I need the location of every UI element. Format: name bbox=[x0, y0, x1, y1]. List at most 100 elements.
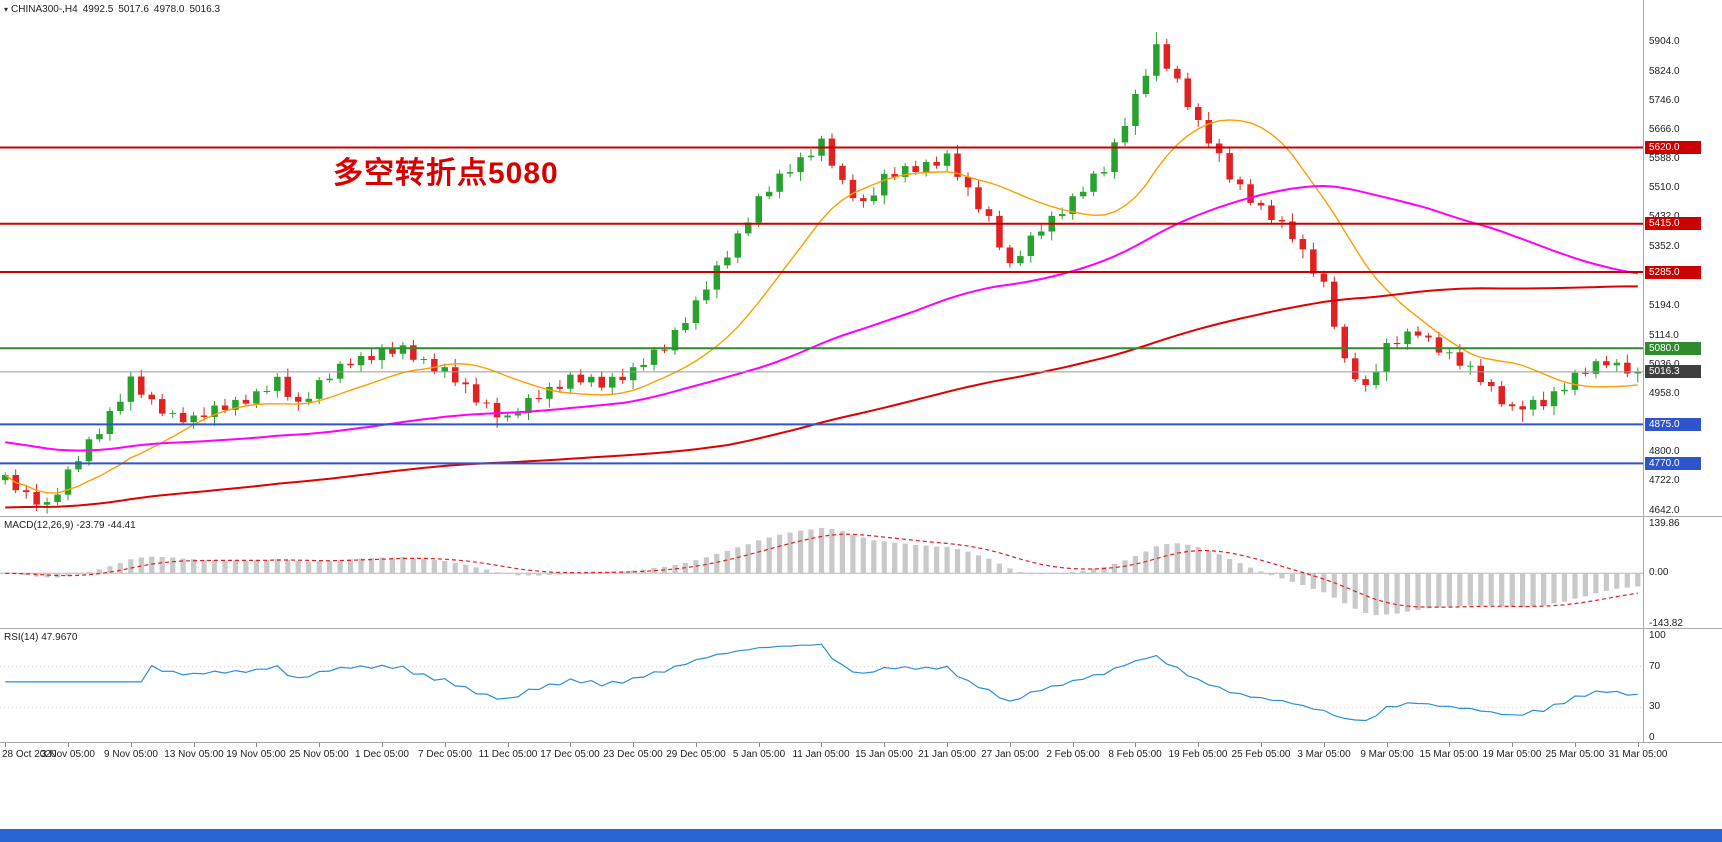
time-axis-label: 31 Mar 05:00 bbox=[1608, 749, 1668, 760]
time-tick bbox=[1575, 743, 1576, 747]
price-tick-label: 5510.0 bbox=[1649, 182, 1680, 193]
price-badge: 5415.0 bbox=[1645, 217, 1701, 230]
time-axis-label: 2 Feb 05:00 bbox=[1046, 749, 1100, 760]
price-badge: 4770.0 bbox=[1645, 457, 1701, 470]
price-tick-label: 5432.0 bbox=[1649, 211, 1680, 222]
time-tick bbox=[884, 743, 885, 747]
macd-tick-label: 0.00 bbox=[1649, 567, 1669, 578]
price-axis[interactable]: 5904.0 5824.0 5746.0 5666.0 5588.0 5510.0 5432… bbox=[1645, 0, 1722, 516]
time-tick bbox=[1512, 743, 1513, 747]
time-tick bbox=[1010, 743, 1011, 747]
time-tick bbox=[947, 743, 948, 747]
horizontal-scrollbar[interactable] bbox=[0, 829, 1722, 842]
time-tick bbox=[1198, 743, 1199, 747]
time-tick bbox=[5, 743, 6, 747]
time-tick bbox=[1387, 743, 1388, 747]
price-badge: 5080.0 bbox=[1645, 342, 1701, 355]
time-axis-label: 15 Mar 05:00 bbox=[1419, 749, 1479, 760]
ohlc-low: 4978.0 bbox=[153, 4, 185, 15]
price-tick-label: 5352.0 bbox=[1649, 241, 1680, 252]
time-axis-label: 27 Jan 05:00 bbox=[981, 749, 1039, 760]
rsi-tick-label: 30 bbox=[1649, 701, 1661, 712]
macd-indicator-label: MACD(12,26,9) -23.79 -44.41 bbox=[4, 520, 136, 531]
horizontal-lines bbox=[0, 146, 1643, 465]
macd-label-values: -23.79 -44.41 bbox=[76, 520, 136, 531]
rsi-tick-label: 70 bbox=[1649, 661, 1661, 672]
rsi-axis[interactable]: 100 70 30 0 bbox=[1645, 629, 1722, 743]
fast-ma bbox=[4, 119, 1638, 494]
chart-annotation[interactable]: 多空转折点5080 bbox=[333, 157, 559, 190]
chart-symbol-icon: ▾ bbox=[4, 5, 9, 14]
time-tick bbox=[1135, 743, 1136, 747]
price-tick-label: 5824.0 bbox=[1649, 66, 1680, 77]
macd-axis[interactable]: 139.86 0.00 -143.82 bbox=[1645, 517, 1722, 629]
moving-averages bbox=[4, 119, 1638, 509]
time-axis-label: 11 Dec 05:00 bbox=[478, 749, 538, 760]
time-tick bbox=[445, 743, 446, 747]
time-tick bbox=[633, 743, 634, 747]
time-tick bbox=[319, 743, 320, 747]
price-tick-label: 5746.0 bbox=[1649, 95, 1680, 106]
time-tick bbox=[570, 743, 571, 747]
panel-divider bbox=[0, 628, 1722, 629]
price-tick-label: 5114.0 bbox=[1649, 330, 1679, 341]
time-axis-label: 15 Jan 05:00 bbox=[855, 749, 913, 760]
time-axis-label: 13 Nov 05:00 bbox=[164, 749, 224, 760]
ohlc-close: 5016.3 bbox=[189, 4, 221, 15]
time-tick bbox=[1324, 743, 1325, 747]
time-tick bbox=[1073, 743, 1074, 747]
rsi-tick-label: 100 bbox=[1649, 630, 1666, 641]
rsi-tick-label: 0 bbox=[1649, 732, 1655, 743]
time-tick bbox=[194, 743, 195, 747]
macd-signal-line bbox=[5, 533, 1638, 608]
price-badge: 4875.0 bbox=[1645, 418, 1701, 431]
time-tick bbox=[1638, 743, 1639, 747]
time-axis[interactable]: 28 Oct 2020 3 Nov 05:00 9 Nov 05:00 13 Nov … bbox=[0, 743, 1667, 771]
ohlc-high: 5017.6 bbox=[118, 4, 149, 15]
time-axis-label: 25 Mar 05:00 bbox=[1545, 749, 1605, 760]
time-axis-label: 9 Nov 05:00 bbox=[104, 749, 158, 760]
time-axis-label: 17 Dec 05:00 bbox=[540, 749, 600, 760]
time-tick bbox=[1261, 743, 1262, 747]
price-badge: 5285.0 bbox=[1645, 266, 1701, 279]
time-axis-label: 19 Mar 05:00 bbox=[1482, 749, 1542, 760]
time-tick bbox=[256, 743, 257, 747]
panel-divider bbox=[0, 516, 1722, 517]
time-tick bbox=[821, 743, 822, 747]
time-axis-label: 19 Nov 05:00 bbox=[226, 749, 286, 760]
macd-panel bbox=[0, 527, 1643, 616]
time-tick bbox=[382, 743, 383, 747]
price-badge: 5016.3 bbox=[1645, 365, 1701, 378]
time-axis-label: 29 Dec 05:00 bbox=[666, 749, 726, 760]
macd-label-name: MACD(12,26,9) bbox=[4, 520, 74, 531]
price-tick-label: 5036.0 bbox=[1649, 359, 1680, 370]
slow-ma bbox=[5, 285, 1638, 509]
time-axis-label: 5 Jan 05:00 bbox=[732, 749, 786, 760]
candles bbox=[2, 32, 1641, 514]
chart-canvas[interactable] bbox=[0, 0, 1643, 742]
time-tick bbox=[696, 743, 697, 747]
time-tick bbox=[508, 743, 509, 747]
chart-title: ▾ CHINA300-,H4 4992.5 5017.6 4978.0 5016.3 bbox=[4, 4, 220, 15]
time-axis-label: 25 Nov 05:00 bbox=[289, 749, 349, 760]
time-axis-label: 8 Feb 05:00 bbox=[1108, 749, 1162, 760]
time-tick bbox=[1449, 743, 1450, 747]
mid-ma bbox=[5, 184, 1638, 452]
axis-divider bbox=[1643, 0, 1644, 742]
time-axis-label: 9 Mar 05:00 bbox=[1360, 749, 1414, 760]
macd-tick-label: 139.86 bbox=[1649, 518, 1680, 529]
panel-divider bbox=[0, 742, 1722, 743]
time-axis-label: 21 Jan 05:00 bbox=[918, 749, 976, 760]
rsi-line bbox=[5, 643, 1638, 722]
rsi-indicator-label: RSI(14) 47.9670 bbox=[4, 632, 77, 643]
macd-tick-label: -143.82 bbox=[1649, 618, 1683, 629]
symbol-timeframe: CHINA300-,H4 bbox=[11, 4, 78, 15]
price-tick-label: 4958.0 bbox=[1649, 388, 1680, 399]
price-tick-label: 5194.0 bbox=[1649, 300, 1680, 311]
time-tick bbox=[68, 743, 69, 747]
price-tick-label: 4722.0 bbox=[1649, 475, 1680, 486]
price-tick-label: 5588.0 bbox=[1649, 153, 1680, 164]
time-axis-label: 25 Feb 05:00 bbox=[1231, 749, 1291, 760]
time-axis-label: 1 Dec 05:00 bbox=[355, 749, 409, 760]
